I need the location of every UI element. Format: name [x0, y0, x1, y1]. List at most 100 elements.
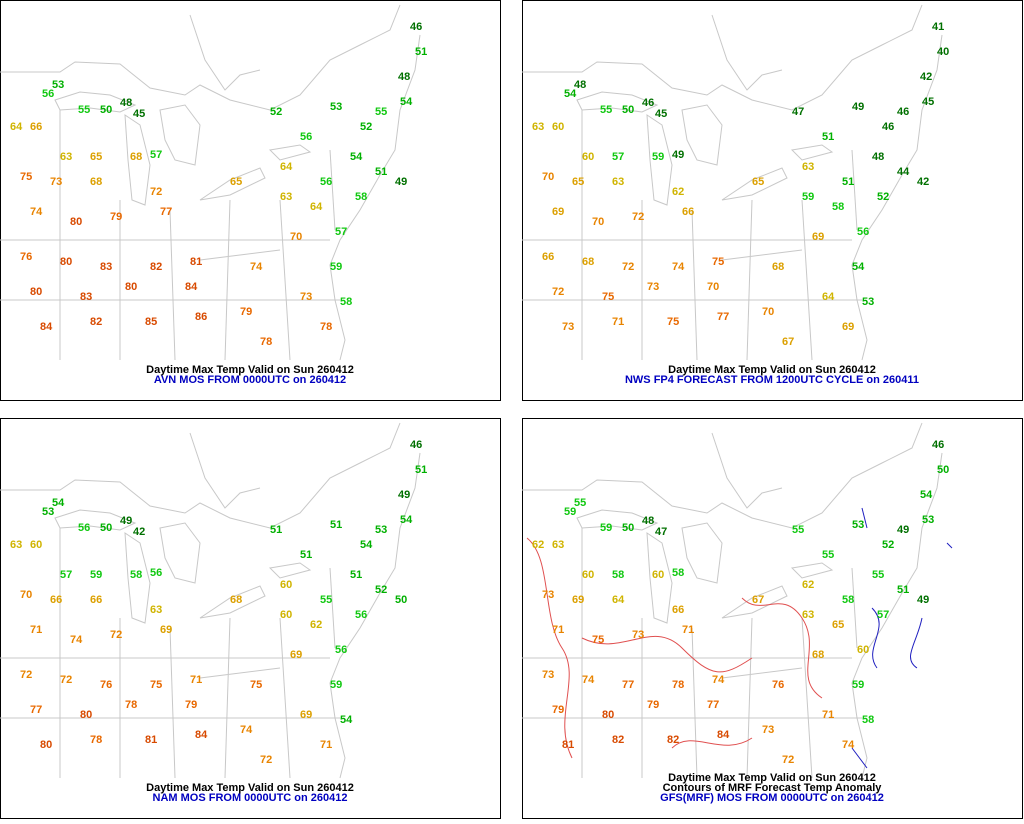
station-temp: 80: [70, 216, 82, 228]
station-temp: 84: [185, 281, 198, 293]
caption: AVN MOS FROM 0000UTC on 260412: [154, 374, 346, 386]
station-temp: 74: [582, 674, 595, 686]
station-temp: 72: [260, 754, 272, 766]
station-temp: 75: [20, 171, 32, 183]
station-temp: 49: [852, 101, 864, 113]
station-temp: 75: [667, 316, 679, 328]
station-temp: 78: [260, 336, 272, 348]
station-temp: 63: [150, 604, 162, 616]
station-temp: 52: [360, 121, 372, 133]
station-temp: 77: [160, 206, 172, 218]
station-temp: 49: [897, 524, 909, 536]
panel-frame: [522, 418, 1023, 819]
station-temp: 75: [602, 291, 614, 303]
station-temp: 70: [707, 281, 719, 293]
station-temp: 60: [652, 569, 664, 581]
station-temp: 73: [762, 724, 774, 736]
station-temp: 72: [552, 286, 564, 298]
station-temp: 47: [792, 106, 804, 118]
station-temp: 46: [897, 106, 909, 118]
caption: Daytime Max Temp Valid on Sun 260412: [146, 364, 354, 376]
station-temp: 72: [622, 261, 634, 273]
station-temp: 69: [160, 624, 172, 636]
station-temp: 46: [410, 21, 422, 33]
station-temp: 53: [330, 101, 342, 113]
station-temp: 63: [552, 539, 564, 551]
station-temp: 52: [270, 106, 282, 118]
station-temp: 73: [562, 321, 574, 333]
station-temp: 74: [842, 739, 855, 751]
station-temp: 52: [877, 191, 889, 203]
station-temp: 59: [852, 679, 864, 691]
station-temp: 76: [772, 679, 784, 691]
station-temp: 62: [802, 579, 814, 591]
station-temp: 74: [240, 724, 253, 736]
station-temp: 50: [100, 522, 112, 534]
station-temp: 51: [300, 549, 312, 561]
station-temp: 73: [50, 176, 62, 188]
station-temp: 55: [78, 104, 90, 116]
station-temp: 54: [852, 261, 865, 273]
station-temp: 48: [398, 71, 410, 83]
station-temp: 68: [772, 261, 784, 273]
station-temp: 48: [574, 79, 586, 91]
station-temp: 57: [335, 226, 347, 238]
station-temp: 82: [150, 261, 162, 273]
station-temp: 45: [922, 96, 934, 108]
station-temp: 46: [882, 121, 894, 133]
station-temp: 42: [133, 526, 145, 538]
station-temp: 76: [100, 679, 112, 691]
station-temp: 74: [672, 261, 685, 273]
station-temp: 54: [400, 514, 413, 526]
station-temp: 80: [80, 709, 92, 721]
panel-frame: [0, 0, 501, 401]
station-temp: 63: [60, 151, 72, 163]
station-temp: 74: [70, 634, 83, 646]
station-temp: 52: [882, 539, 894, 551]
station-temp: 50: [937, 464, 949, 476]
station-temp: 79: [110, 211, 122, 223]
station-temp: 64: [822, 291, 835, 303]
station-temp: 77: [707, 699, 719, 711]
station-temp: 81: [190, 256, 202, 268]
station-temp: 55: [872, 569, 884, 581]
station-temp: 55: [792, 524, 804, 536]
station-temp: 78: [125, 699, 137, 711]
caption: Daytime Max Temp Valid on Sun 260412: [668, 772, 876, 784]
station-temp: 86: [195, 311, 207, 323]
station-temp: 48: [120, 97, 132, 109]
station-temp: 80: [60, 256, 72, 268]
station-temp: 49: [395, 176, 407, 188]
anomaly-contour: [851, 507, 953, 769]
station-temp: 68: [230, 594, 242, 606]
station-temp: 59: [652, 151, 664, 163]
station-temp: 68: [90, 176, 102, 188]
panel-frame: [0, 418, 501, 819]
station-temp: 63: [802, 609, 814, 621]
caption: GFS(MRF) MOS FROM 0000UTC on 260412: [660, 792, 884, 804]
station-temp: 60: [280, 579, 292, 591]
station-temp: 56: [355, 609, 367, 621]
caption: NAM MOS FROM 0000UTC on 260412: [153, 792, 348, 804]
station-temp: 65: [752, 176, 764, 188]
station-temp: 42: [920, 71, 932, 83]
station-temp: 62: [672, 186, 684, 198]
station-temp: 84: [40, 321, 53, 333]
station-temp: 65: [230, 176, 242, 188]
station-temp: 79: [647, 699, 659, 711]
station-temp: 58: [612, 569, 624, 581]
station-temp: 68: [812, 649, 824, 661]
station-temp: 54: [360, 539, 373, 551]
station-temp: 51: [822, 131, 834, 143]
station-temp: 84: [195, 729, 208, 741]
station-temp: 50: [100, 104, 112, 116]
station-temp: 54: [564, 88, 577, 100]
station-temp: 84: [717, 729, 730, 741]
station-temp: 60: [280, 609, 292, 621]
station-temp: 81: [562, 739, 574, 751]
